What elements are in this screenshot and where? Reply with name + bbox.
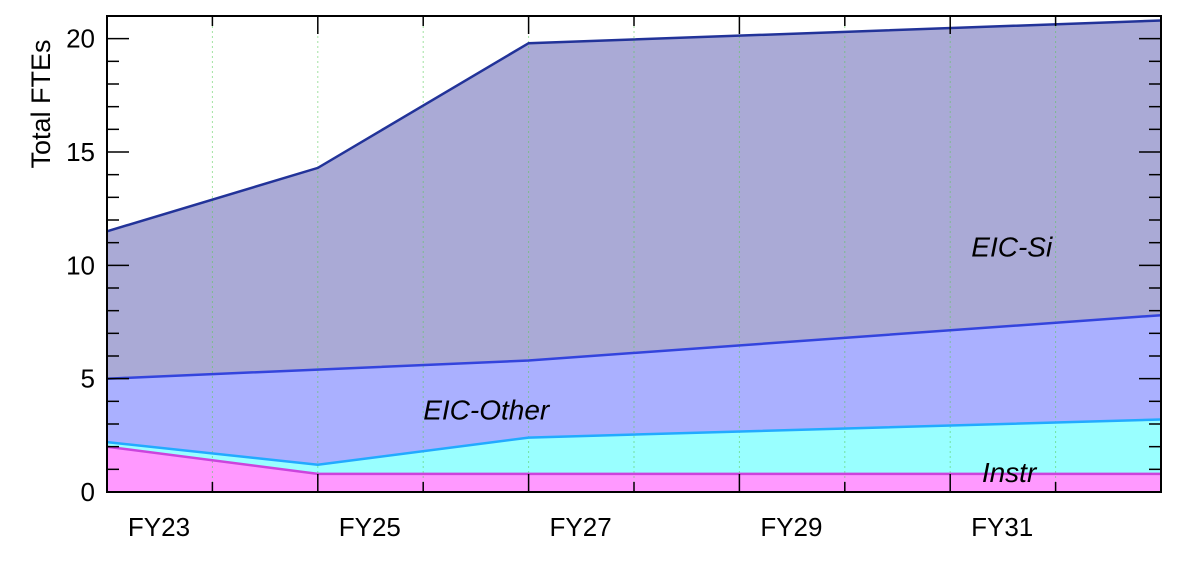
- y-tick-label: 10: [66, 250, 95, 280]
- y-tick-label: 15: [66, 137, 95, 167]
- line-series-4: [106, 19, 1162, 233]
- line-series-3: [106, 313, 1162, 380]
- x-tick-label: FY23: [128, 512, 190, 542]
- x-tick-label: FY31: [971, 512, 1033, 542]
- y-axis-label: Total FTEs: [26, 39, 56, 168]
- x-tick-label: FY29: [760, 512, 822, 542]
- x-tick-label: FY25: [339, 512, 401, 542]
- y-tick-label: 5: [81, 364, 95, 394]
- tick-labels: 0 5 10 15 20 FY23 FY25 FY27 FY29 FY31: [66, 24, 1033, 542]
- series-annotation: EIC-Si: [971, 231, 1053, 262]
- line-series-2: [106, 418, 1162, 467]
- grid-lines: [211, 16, 1057, 492]
- line-series-1: [106, 445, 1161, 476]
- area-series-3: [107, 315, 1161, 465]
- x-tick-label: FY27: [550, 512, 612, 542]
- series-annotation: Instr: [982, 457, 1038, 488]
- y-tick-label: 20: [66, 24, 95, 54]
- series-annotation: EIC-Other: [423, 394, 551, 425]
- series-annotations: EIC-Si EIC-Other Instr: [423, 231, 1053, 488]
- plot-frame: [106, 15, 1162, 493]
- series-lines: [106, 19, 1162, 476]
- area-series-1: [107, 446, 1161, 492]
- y-tick-label: 0: [81, 477, 95, 507]
- area-series-4: [107, 20, 1161, 379]
